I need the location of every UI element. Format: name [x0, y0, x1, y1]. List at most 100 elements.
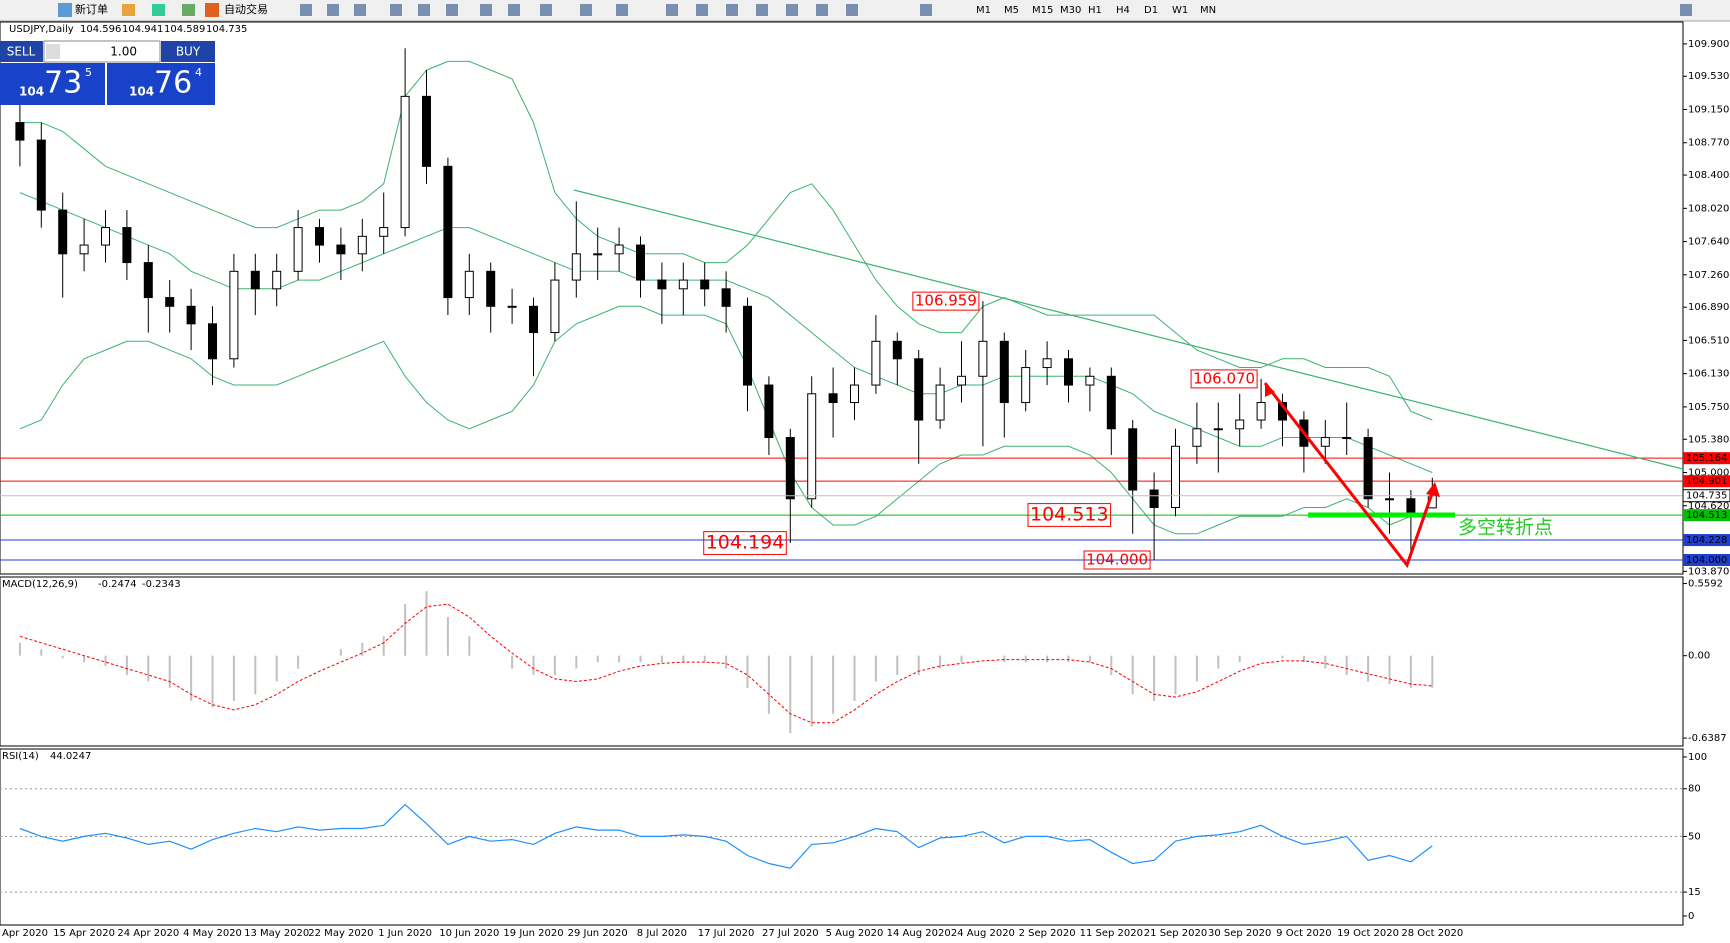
icon[interactable] [786, 4, 798, 16]
lot-input[interactable] [43, 40, 161, 63]
candle-body [828, 393, 838, 404]
bid-box[interactable] [0, 63, 105, 105]
sell-label[interactable]: SELL [7, 45, 36, 59]
candle-body [678, 279, 688, 290]
main-panel [0, 21, 1684, 575]
icon[interactable] [846, 4, 858, 16]
candle-body [1363, 437, 1373, 500]
icon[interactable] [696, 4, 708, 16]
buy-label[interactable]: BUY [176, 45, 201, 59]
rsi-panel [0, 748, 1684, 926]
x-tick-label: 1 Jun 2020 [378, 928, 432, 939]
annotation-box [912, 291, 980, 311]
red-arrow [1263, 382, 1437, 569]
candle-body [1106, 375, 1116, 430]
candle-body [229, 270, 239, 360]
timeframe-button[interactable]: M15 [1032, 5, 1053, 16]
annotation-box [1083, 550, 1151, 570]
x-tick-label: Apr 2020 [2, 928, 48, 939]
icon[interactable] [920, 4, 932, 16]
timeframe-button[interactable]: M1 [976, 5, 991, 16]
icon[interactable] [666, 4, 678, 16]
candle-body [143, 262, 153, 299]
candle-body [186, 305, 196, 325]
icon[interactable] [58, 3, 72, 17]
candle-body [272, 270, 282, 290]
indicator-value: 44.0247 [50, 751, 91, 762]
symbol: USDJPY,Daily [9, 24, 74, 35]
icon[interactable] [726, 4, 738, 16]
icon[interactable] [1680, 4, 1692, 16]
chart-header: USDJPY,Daily [9, 24, 74, 35]
timeframe-button[interactable]: M30 [1060, 5, 1081, 16]
price-annotation: 104.000 [1086, 551, 1148, 569]
buy-button[interactable] [161, 41, 215, 62]
ask-box[interactable] [107, 63, 215, 105]
y-tick-label: 105.000 [1688, 468, 1729, 479]
rsi-line [19, 803, 1433, 869]
bid-label: 104.735 [1686, 491, 1727, 502]
bid-tag [1682, 489, 1730, 503]
icon[interactable] [205, 3, 219, 17]
icon[interactable] [616, 4, 628, 16]
spin[interactable] [46, 44, 60, 59]
x-tick-label: 13 May 2020 [244, 928, 309, 939]
icon[interactable] [152, 4, 165, 16]
icon[interactable] [300, 4, 312, 16]
icon[interactable] [816, 4, 828, 16]
bid-main: 73 [44, 66, 82, 101]
annotation-box [1190, 369, 1258, 389]
icon[interactable] [182, 4, 195, 16]
x-tick-label: 24 Apr 2020 [117, 928, 179, 939]
icon[interactable] [480, 4, 492, 16]
candle-body [636, 244, 645, 281]
timeframe-button[interactable]: MN [1200, 5, 1216, 16]
new-order[interactable]: 新订单 [75, 2, 108, 16]
icon[interactable] [508, 4, 520, 16]
candle-body [400, 95, 410, 229]
icon[interactable] [418, 4, 430, 16]
y-tick-label: 15 [1688, 887, 1701, 898]
lot-value[interactable]: 1.00 [110, 45, 137, 59]
x-tick-label: 27 Jul 2020 [762, 928, 819, 939]
icon[interactable] [390, 4, 402, 16]
candle-body [336, 244, 346, 255]
x-tick-label: 19 Jun 2020 [503, 928, 563, 939]
indicator-title: MACD(12,26,9) [2, 579, 78, 590]
candle-body [293, 227, 303, 272]
header-high: 104.941 [122, 24, 163, 35]
level-label: 104.000 [1686, 555, 1727, 566]
candle-body [1085, 375, 1095, 386]
candle-body [892, 340, 902, 360]
icon[interactable] [580, 4, 592, 16]
y-tick-label: 0.5592 [1688, 579, 1723, 590]
candle-body [122, 227, 132, 264]
candle-body [764, 384, 774, 439]
timeframe-button[interactable]: W1 [1172, 5, 1188, 16]
bid-big: 104 [19, 85, 44, 99]
indicator-value: -0.2343 [142, 579, 181, 590]
price-annotation: 106.959 [915, 292, 977, 310]
arrow-head [1426, 482, 1440, 497]
icon[interactable] [756, 4, 768, 16]
candle-body [785, 437, 795, 500]
candle-body [935, 384, 945, 421]
candle-body [1128, 428, 1138, 491]
timeframe-button[interactable]: H4 [1116, 5, 1130, 16]
candle-body [79, 244, 89, 255]
timeframe-button[interactable]: H1 [1088, 5, 1102, 16]
y-tick-label: 109.530 [1688, 71, 1729, 82]
icon[interactable] [122, 4, 135, 16]
sell-button[interactable] [0, 41, 43, 62]
timeframe-button[interactable]: M5 [1004, 5, 1019, 16]
trend-line [573, 189, 1684, 470]
icon[interactable] [354, 4, 366, 16]
icon[interactable] [327, 4, 339, 16]
candle-body [614, 244, 624, 255]
level-tag [1683, 509, 1730, 522]
icon[interactable] [540, 4, 552, 16]
auto-trading[interactable]: 自动交易 [224, 2, 268, 16]
timeframe-button[interactable]: D1 [1144, 5, 1158, 16]
x-tick-label: 21 Sep 2020 [1144, 928, 1207, 939]
icon[interactable] [446, 4, 458, 16]
